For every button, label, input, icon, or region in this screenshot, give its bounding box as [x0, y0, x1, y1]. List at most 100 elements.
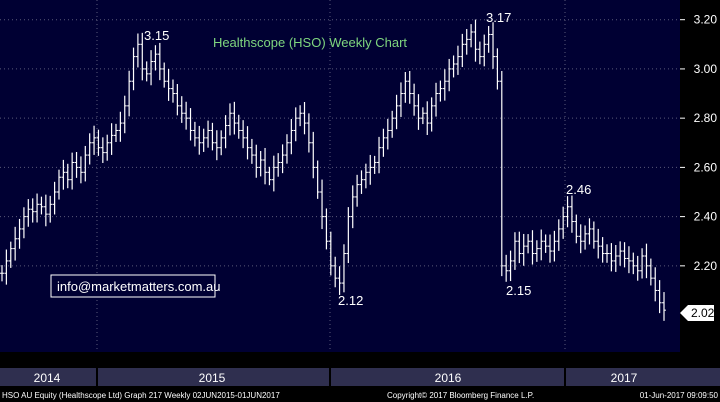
- ohlc-bar: [74, 151, 79, 178]
- y-tick-label: 3.00: [694, 62, 718, 76]
- ohlc-bar: [631, 252, 636, 275]
- ohlc-bar: [394, 94, 399, 130]
- ohlc-bar: [372, 155, 377, 174]
- ohlc-bar: [206, 120, 211, 148]
- y-axis: 3.20 3.00 2.80 2.60 2.40 2.20: [680, 13, 717, 273]
- ohlc-bar: [65, 163, 70, 189]
- x-tick-2016: 2016: [435, 371, 462, 385]
- ohlc-bar: [526, 234, 531, 254]
- ohlc-bar: [127, 70, 132, 117]
- ohlc-bar: [140, 32, 145, 81]
- ohlc-bar: [21, 207, 26, 239]
- ohlc-bar: [276, 153, 281, 177]
- ohlc-bar: [35, 193, 40, 223]
- ohlc-bar: [333, 256, 338, 288]
- ohlc-bar: [469, 24, 474, 48]
- ohlc-bar: [420, 107, 425, 125]
- ohlc-bar: [135, 33, 140, 68]
- ohlc-bar: [70, 152, 75, 190]
- ohlc-bar: [52, 181, 57, 215]
- ohlc-bar: [390, 110, 395, 138]
- ohlc-bar: [13, 226, 18, 261]
- y-axis-panel: [680, 0, 720, 352]
- info-email[interactable]: info@marketmatters.com.au: [57, 279, 220, 294]
- ohlc-bar: [188, 108, 193, 141]
- ohlc-bar: [219, 130, 224, 156]
- ohlc-bar: [17, 218, 22, 249]
- last-price-marker: 2.02: [680, 305, 715, 321]
- ohlc-bar: [241, 120, 246, 149]
- ohlc-bar: [438, 80, 443, 102]
- ohlc-bar: [289, 118, 294, 155]
- ohlc-bar: [412, 83, 417, 116]
- ohlc-bar: [118, 111, 123, 142]
- ohlc-bar: [223, 115, 228, 149]
- ohlc-bar: [429, 97, 434, 132]
- ohlc-bar: [587, 218, 592, 245]
- ohlc-bar: [232, 101, 237, 135]
- ohlc-bar: [144, 61, 149, 82]
- ohlc-bar: [618, 241, 623, 266]
- ohlc-bar: [486, 26, 491, 53]
- ohlc-bar: [254, 144, 259, 178]
- ohlc-bar: [477, 41, 482, 65]
- y-tick-label: 2.60: [694, 160, 718, 174]
- x-tick-2014: 2014: [34, 371, 61, 385]
- ohlc-bar: [622, 242, 627, 268]
- ohlc-bar: [451, 55, 456, 78]
- ohlc-bar: [442, 69, 447, 101]
- ohlc-bar: [293, 107, 298, 142]
- annotation-high-2017: 2.46: [566, 182, 591, 197]
- ohlc-bar: [574, 214, 579, 244]
- gridlines: [0, 0, 680, 352]
- ohlc-bar: [512, 232, 517, 270]
- ohlc-bar: [385, 118, 390, 150]
- ohlc-bar: [613, 244, 618, 272]
- ohlc-bar: [653, 267, 658, 302]
- ohlc-bar: [363, 163, 368, 189]
- ohlc-bar: [416, 94, 421, 130]
- ohlc-bar: [30, 198, 35, 223]
- ohlc-bar: [61, 159, 66, 190]
- chart-title: Healthscope (HSO) Weekly Chart: [213, 35, 407, 50]
- ohlc-bar: [162, 62, 167, 88]
- ohlc-bar: [464, 29, 469, 55]
- footer-security: HSO AU Equity (Healthscope Ltd) Graph 21…: [2, 391, 280, 400]
- ohlc-bar: [600, 237, 605, 263]
- ohlc-bar: [341, 244, 346, 293]
- annotation-high-2016: 3.17: [486, 10, 511, 25]
- ohlc-bar: [271, 155, 276, 192]
- ohlc-bar: [166, 68, 171, 101]
- ohlc-bar: [578, 224, 583, 254]
- ohlc-bar: [83, 145, 88, 182]
- ohlc-bar: [96, 129, 101, 156]
- ohlc-bar: [4, 249, 9, 285]
- ohlc-bar: [201, 128, 206, 152]
- ohlc-bar: [377, 136, 382, 174]
- ohlc-bar: [657, 280, 662, 314]
- ohlc-bar: [306, 113, 311, 153]
- x-axis: 2014 2015 2016 2017: [34, 368, 638, 386]
- ohlc-bar: [565, 196, 570, 228]
- ohlc-bar: [495, 48, 500, 90]
- ohlc-bar: [381, 128, 386, 157]
- ohlc-bar: [359, 170, 364, 194]
- ohlc-bar: [100, 137, 105, 163]
- ohlc-bar: [473, 19, 478, 62]
- ohlc-bar: [227, 103, 232, 136]
- ohlc-bar: [324, 208, 329, 250]
- ohlc-bar: [175, 84, 180, 116]
- ohlc-bar: [192, 121, 197, 147]
- ohlc-bar: [504, 254, 509, 282]
- ohlc-bar: [214, 130, 219, 161]
- ohlc-bar: [280, 144, 285, 174]
- ohlc-bar: [648, 258, 653, 286]
- ohlc-bar: [644, 243, 649, 279]
- ohlc-bar: [302, 101, 307, 135]
- timeline-bar: [0, 368, 720, 386]
- annotation-low-2015: 2.12: [338, 293, 363, 308]
- ohlc-bar: [517, 231, 522, 264]
- ohlc-bar: [605, 244, 610, 263]
- ohlc-bar: [583, 225, 588, 250]
- ohlc-bar: [609, 243, 614, 272]
